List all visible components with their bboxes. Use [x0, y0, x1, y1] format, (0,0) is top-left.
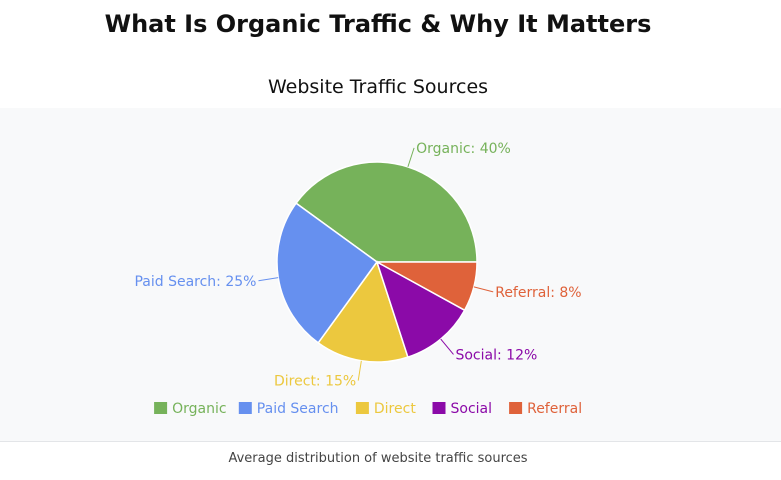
page-title: What Is Organic Traffic & Why It Matters	[104, 10, 652, 38]
leader-line-paid-search	[258, 277, 279, 282]
slice-label-direct: Direct: 15%	[274, 374, 356, 390]
legend-label-referral: Referral	[527, 401, 582, 417]
legend-item-social[interactable]: Social	[432, 401, 493, 417]
slice-label-referral: Referral: 8%	[495, 285, 581, 301]
leader-line-referral	[473, 286, 494, 293]
legend-item-referral[interactable]: Referral	[509, 401, 582, 417]
leader-line-social	[440, 338, 454, 355]
chart-legend: Organic Paid Search Direct Social Referral	[154, 401, 582, 417]
pie-slice-paid-search[interactable]	[276, 202, 379, 344]
pie-labels: Organic: 40% Paid Search: 25% Direct: 15% S…	[134, 141, 581, 390]
legend-item-organic[interactable]: Organic	[154, 401, 227, 417]
slice-label-social: Social: 12%	[455, 347, 537, 363]
slice-label-organic: Organic: 40%	[416, 141, 511, 157]
pie-slice-organic[interactable]	[295, 161, 478, 263]
pie-chart: Organic: 40% Paid Search: 25% Direct: 15% S…	[134, 141, 582, 417]
legend-item-direct[interactable]: Direct	[355, 401, 416, 417]
legend-label-organic: Organic	[172, 401, 226, 417]
legend-swatch-organic	[154, 402, 168, 414]
legend-swatch-paid-search	[238, 402, 252, 414]
legend-swatch-direct	[355, 402, 369, 414]
legend-label-social: Social	[451, 401, 493, 417]
legend-swatch-referral	[509, 402, 523, 414]
pie-slices	[276, 161, 478, 363]
legend-label-direct: Direct	[374, 401, 416, 417]
chart-panel: Organic: 40% Paid Search: 25% Direct: 15% S…	[0, 108, 781, 442]
chart-caption: Average distribution of website traffic …	[228, 451, 528, 466]
pie-slice-referral[interactable]	[376, 261, 478, 312]
chart-title: Website Traffic Sources	[267, 76, 489, 98]
legend-item-paid-search[interactable]: Paid Search	[238, 401, 339, 417]
legend-swatch-social	[432, 402, 446, 414]
leader-line-organic	[407, 147, 415, 168]
leader-line-direct	[357, 360, 362, 381]
slice-label-paid-search: Paid Search: 25%	[134, 274, 256, 290]
legend-label-paid-search: Paid Search	[257, 401, 339, 417]
